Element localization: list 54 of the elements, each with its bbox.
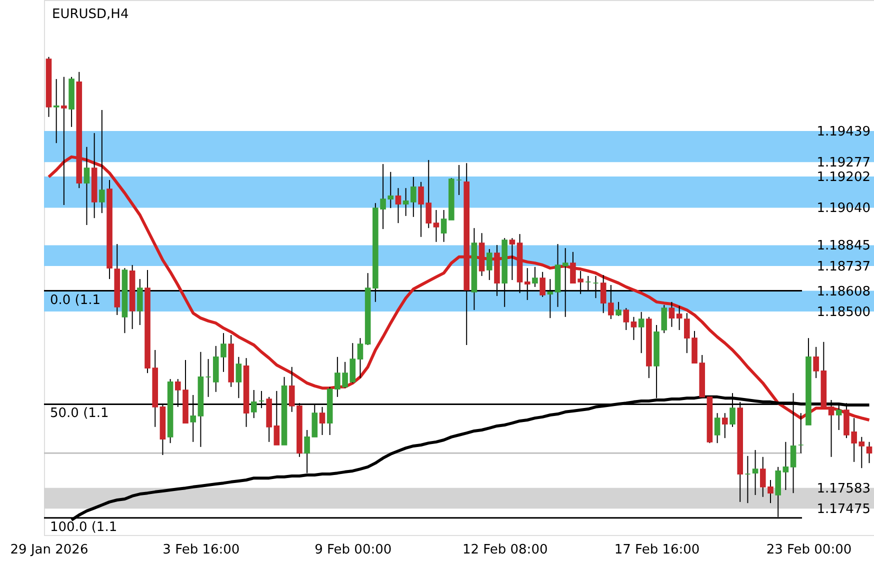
candlestick [236, 356, 242, 399]
x-tick-label: 17 Feb 16:00 [614, 542, 700, 558]
x-tick-label: 3 Feb 16:00 [162, 542, 240, 558]
candlestick [630, 316, 637, 340]
x-tick-label: 9 Feb 00:00 [314, 542, 392, 558]
y-tick-label: 1.19277 [816, 156, 870, 171]
y-tick-label: 1.18500 [816, 305, 870, 320]
x-tick-label: 12 Feb 08:00 [462, 542, 548, 558]
candlestick [638, 311, 644, 354]
y-tick-label: 1.17583 [816, 481, 870, 496]
candlestick [866, 441, 872, 464]
candlestick [744, 455, 751, 504]
candlestick [714, 412, 720, 444]
x-tick-label: 29 Jan 2026 [10, 542, 88, 558]
candlestick [395, 188, 402, 224]
candlestick [752, 450, 758, 496]
annotation: 0.0 (1.1 [50, 292, 101, 308]
y-tick-label: 1.19439 [816, 124, 870, 140]
x-tick-label: 23 Feb 00:00 [766, 542, 852, 558]
candlestick [509, 238, 516, 280]
y-tick-label: 1.19202 [816, 170, 870, 186]
candlestick [440, 210, 447, 242]
text: EURUSD,H4 [52, 7, 129, 22]
candlestick [410, 176, 416, 218]
candlestick [668, 301, 675, 328]
candlestick [798, 412, 804, 454]
candlestick [616, 301, 622, 316]
candlestick [836, 402, 842, 430]
y-tick-label: 1.19040 [816, 201, 870, 216]
candlestick [99, 110, 105, 214]
y-tick-label: 1.18608 [816, 284, 870, 300]
candlestick [53, 78, 60, 144]
candlestick [357, 338, 364, 379]
y-tick-label: 1.17475 [816, 502, 870, 518]
candlestick [402, 188, 409, 216]
y-tick-label: 1.18737 [816, 259, 870, 274]
candlestick [486, 248, 492, 280]
candlestick [813, 346, 819, 379]
candlestick [722, 412, 728, 439]
candlestick [858, 436, 865, 469]
candlestick [304, 430, 310, 474]
candlestick [319, 406, 326, 436]
candlestick [456, 164, 462, 196]
candlestick [205, 358, 212, 398]
annotation: 100.0 (1.1 [50, 520, 118, 535]
candlestick [84, 146, 90, 226]
y-tick-label: 1.18845 [816, 238, 870, 254]
candlestick [676, 305, 682, 330]
annotation: 50.0 (1.1 [50, 406, 109, 422]
candlestick [433, 210, 440, 242]
candlestick [661, 304, 668, 334]
candlestick [623, 308, 630, 330]
candlestick [532, 266, 538, 288]
candlestick [782, 441, 789, 490]
